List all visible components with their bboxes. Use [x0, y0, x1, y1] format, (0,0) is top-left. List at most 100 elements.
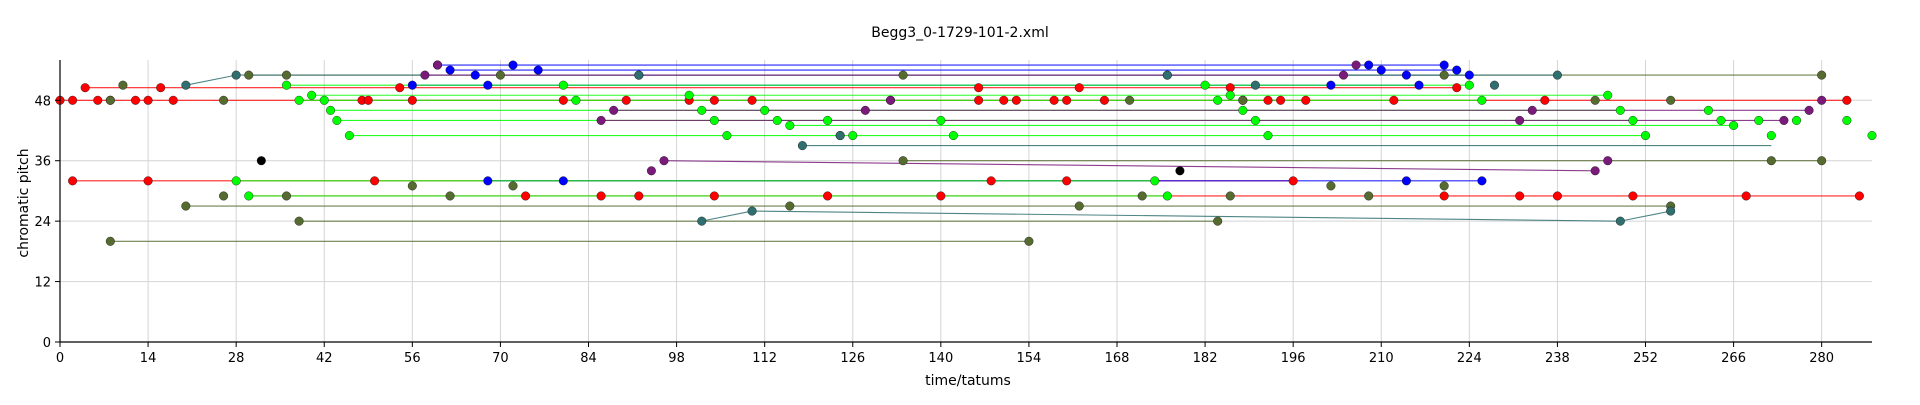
note-marker	[948, 131, 958, 141]
note-marker	[936, 115, 946, 125]
note-marker	[231, 70, 241, 80]
note-marker	[709, 115, 719, 125]
note-marker	[219, 95, 229, 105]
note-marker	[1817, 156, 1827, 166]
note-marker	[558, 80, 568, 90]
note-marker	[1389, 95, 1399, 105]
note-marker	[1439, 191, 1449, 201]
note-marker	[823, 191, 833, 201]
note-marker	[244, 70, 254, 80]
note-marker	[1603, 156, 1613, 166]
note-marker	[1452, 65, 1462, 75]
note-marker	[407, 95, 417, 105]
note-marker	[1351, 60, 1361, 70]
note-marker	[659, 156, 669, 166]
note-marker	[974, 95, 984, 105]
note-marker	[747, 206, 757, 216]
note-marker	[1376, 65, 1386, 75]
note-marker	[709, 191, 719, 201]
note-marker	[621, 95, 631, 105]
note-marker	[1640, 131, 1650, 141]
note-marker	[344, 131, 354, 141]
note-marker	[1326, 181, 1336, 191]
x-tick-label: 224	[1457, 351, 1482, 366]
note-marker	[1213, 95, 1223, 105]
note-marker	[697, 216, 707, 226]
note-marker	[1842, 95, 1852, 105]
note-marker	[1540, 95, 1550, 105]
note-marker	[697, 105, 707, 115]
note-connection-line	[185, 74, 237, 86]
note-marker	[445, 191, 455, 201]
note-marker	[1288, 176, 1298, 186]
note-marker	[483, 80, 493, 90]
note-marker	[1162, 191, 1172, 201]
note-marker	[609, 105, 619, 115]
note-markers	[55, 60, 1877, 246]
note-marker	[1250, 80, 1260, 90]
y-tick-label: 36	[34, 155, 51, 170]
note-marker	[999, 95, 1009, 105]
note-marker	[1552, 70, 1562, 80]
note-marker	[1326, 80, 1336, 90]
note-marker	[898, 70, 908, 80]
note-marker	[1615, 216, 1625, 226]
note-marker	[181, 80, 191, 90]
note-marker	[1590, 166, 1600, 176]
x-tick-label: 112	[752, 351, 777, 366]
note-marker	[684, 90, 694, 100]
note-marker	[1842, 115, 1852, 125]
note-marker	[823, 115, 833, 125]
note-marker	[332, 115, 342, 125]
note-marker	[1263, 131, 1273, 141]
note-marker	[433, 60, 443, 70]
note-marker	[1527, 105, 1537, 115]
note-marker	[407, 181, 417, 191]
note-marker	[646, 166, 656, 176]
note-marker	[1401, 176, 1411, 186]
note-marker	[420, 70, 430, 80]
note-marker	[508, 60, 518, 70]
note-marker	[68, 176, 78, 186]
x-tick-label: 238	[1545, 351, 1570, 366]
note-marker	[1854, 191, 1864, 201]
y-axis-title: chromatic pitch	[16, 148, 32, 257]
x-tick-label: 182	[1193, 351, 1218, 366]
note-marker	[1867, 131, 1877, 141]
note-marker	[508, 181, 518, 191]
note-marker	[1074, 83, 1084, 93]
note-marker	[1263, 95, 1273, 105]
note-marker	[936, 191, 946, 201]
note-marker	[886, 95, 896, 105]
note-marker	[118, 80, 128, 90]
note-marker	[1666, 95, 1676, 105]
y-tick-label: 48	[34, 94, 51, 109]
note-marker	[596, 115, 606, 125]
x-tick-label: 154	[1017, 351, 1042, 366]
note-marker	[307, 90, 317, 100]
note-marker	[1049, 95, 1059, 105]
note-marker	[1628, 115, 1638, 125]
note-marker	[709, 95, 719, 105]
note-marker	[1301, 95, 1311, 105]
note-marker	[1754, 115, 1764, 125]
note-marker	[1741, 191, 1751, 201]
note-marker	[533, 65, 543, 75]
note-marker	[1250, 115, 1260, 125]
note-marker	[1074, 201, 1084, 211]
x-tick-label: 98	[668, 351, 685, 366]
grid-lines	[59, 60, 1872, 343]
note-marker	[1766, 156, 1776, 166]
note-marker	[1150, 176, 1160, 186]
note-marker	[1603, 90, 1613, 100]
x-tick-label: 28	[228, 351, 245, 366]
note-marker	[407, 80, 417, 90]
note-marker	[282, 191, 292, 201]
note-marker	[130, 95, 140, 105]
x-tick-label: 252	[1633, 351, 1658, 366]
note-marker	[1137, 191, 1147, 201]
y-tick-label: 24	[34, 215, 51, 230]
note-marker	[1716, 115, 1726, 125]
note-marker	[797, 141, 807, 151]
